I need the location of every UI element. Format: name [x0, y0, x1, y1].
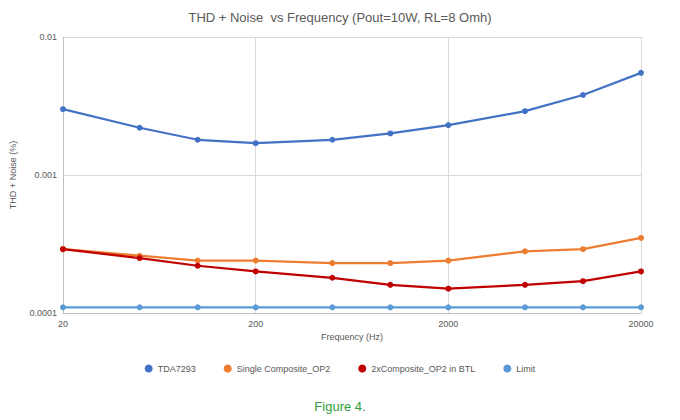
svg-text:0.001: 0.001: [34, 170, 57, 180]
svg-text:THD + Noise vs Frequency (Pou: THD + Noise vs Frequency (Pout=10W, RL=8…: [188, 10, 491, 25]
svg-text:20: 20: [58, 319, 68, 329]
svg-text:0.0001: 0.0001: [29, 308, 57, 318]
svg-text:Limit: Limit: [516, 364, 536, 374]
svg-text:2000: 2000: [438, 319, 458, 329]
svg-text:Figure 4.: Figure 4.: [314, 399, 365, 414]
svg-text:Frequency (Hz): Frequency (Hz): [321, 332, 383, 342]
svg-text:0.01: 0.01: [39, 32, 57, 42]
svg-text:Single Composite_OP2: Single Composite_OP2: [237, 364, 331, 374]
svg-text:TDA7293: TDA7293: [158, 364, 196, 374]
svg-text:2xComposite_OP2 in BTL: 2xComposite_OP2 in BTL: [371, 364, 475, 374]
svg-text:THD + Noise (%): THD + Noise (%): [8, 141, 18, 209]
svg-text:20000: 20000: [628, 319, 653, 329]
svg-text:200: 200: [248, 319, 263, 329]
